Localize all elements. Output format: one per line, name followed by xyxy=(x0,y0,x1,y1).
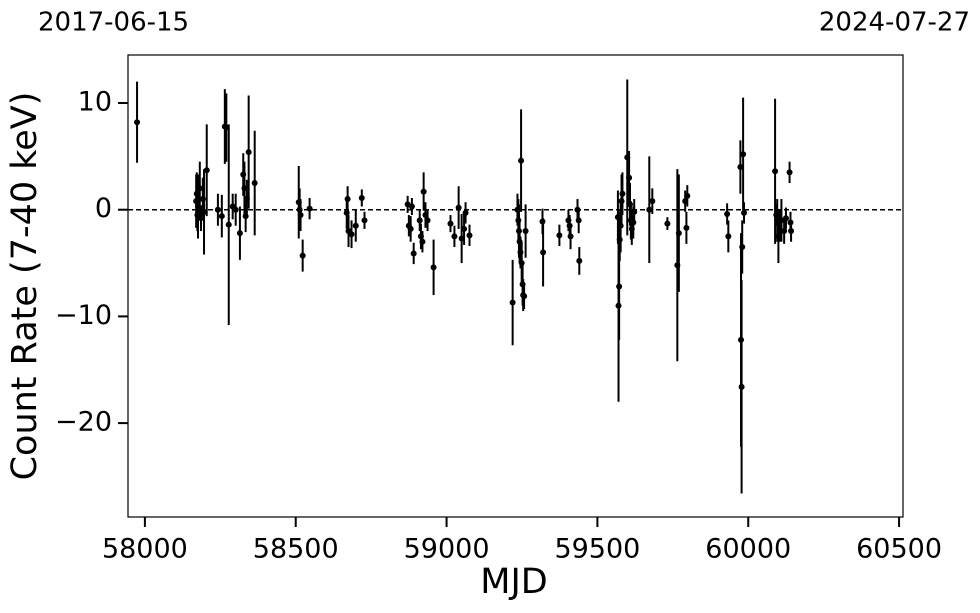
data-point xyxy=(352,222,359,229)
data-point xyxy=(521,293,528,300)
data-point xyxy=(772,168,779,175)
data-point xyxy=(788,228,795,235)
data-point xyxy=(297,212,304,219)
data-point xyxy=(299,252,306,259)
data-point xyxy=(251,180,258,187)
data-point xyxy=(455,204,462,211)
y-tick-label: 0 xyxy=(95,193,112,224)
data-point xyxy=(225,221,232,228)
data-point xyxy=(466,232,473,239)
data-point xyxy=(420,188,427,195)
x-axis-label: MJD xyxy=(480,562,547,602)
y-tick-label: −10 xyxy=(55,300,112,331)
data-point xyxy=(619,190,626,197)
data-point xyxy=(739,244,746,251)
data-point xyxy=(245,149,252,156)
data-point xyxy=(646,206,653,213)
data-point xyxy=(738,383,745,390)
data-point xyxy=(737,164,744,171)
data-point xyxy=(447,220,454,227)
y-tick-label: 10 xyxy=(78,87,112,118)
data-point xyxy=(410,250,417,257)
data-point xyxy=(575,217,582,224)
data-point xyxy=(203,167,210,174)
data-point xyxy=(218,213,225,220)
data-point xyxy=(567,233,574,240)
data-point xyxy=(451,233,458,240)
data-point xyxy=(358,194,365,201)
data-point xyxy=(724,210,731,217)
data-point xyxy=(683,224,690,231)
data-point xyxy=(781,228,788,235)
data-point xyxy=(786,169,793,176)
data-point xyxy=(725,233,732,240)
top-right-label: 2024-07-27 xyxy=(819,8,970,38)
data-point xyxy=(518,157,525,164)
data-point xyxy=(740,151,747,158)
data-point xyxy=(214,206,221,213)
data-point xyxy=(522,228,529,235)
data-point xyxy=(344,196,351,203)
plot-frame xyxy=(127,54,904,518)
data-point xyxy=(424,217,431,224)
data-point xyxy=(631,208,638,215)
data-point xyxy=(782,215,789,222)
data-point xyxy=(430,264,437,271)
data-point xyxy=(134,119,141,126)
data-point xyxy=(232,206,239,213)
data-point xyxy=(616,283,623,290)
x-tick-label: 60000 xyxy=(705,534,791,565)
x-tick-label: 58500 xyxy=(253,534,339,565)
data-point xyxy=(419,238,426,245)
data-point xyxy=(236,230,243,237)
y-tick-label: −20 xyxy=(55,407,112,438)
data-point xyxy=(540,249,547,256)
data-point xyxy=(461,225,468,232)
data-point xyxy=(556,232,563,239)
data-point xyxy=(576,257,583,264)
data-point xyxy=(778,217,785,224)
data-point xyxy=(416,217,423,224)
data-point xyxy=(201,208,208,215)
data-point xyxy=(462,209,469,216)
data-point xyxy=(626,174,633,181)
data-point xyxy=(741,209,748,216)
top-left-label: 2017-06-15 xyxy=(38,8,189,38)
data-point xyxy=(684,192,691,199)
data-point xyxy=(306,205,313,212)
x-tick-label: 59500 xyxy=(554,534,640,565)
x-tick-label: 60500 xyxy=(856,534,942,565)
x-tick-label: 59000 xyxy=(404,534,490,565)
data-point xyxy=(348,231,355,238)
y-axis-label: Count Rate (7-40 keV) xyxy=(5,92,45,481)
data-point xyxy=(509,299,516,306)
data-point xyxy=(649,198,656,205)
data-point xyxy=(664,220,671,227)
x-tick-label: 58000 xyxy=(102,534,188,565)
data-point xyxy=(675,230,682,237)
data-point xyxy=(408,203,415,210)
data-point xyxy=(361,217,368,224)
data-point xyxy=(407,225,414,232)
data-point xyxy=(196,185,203,192)
